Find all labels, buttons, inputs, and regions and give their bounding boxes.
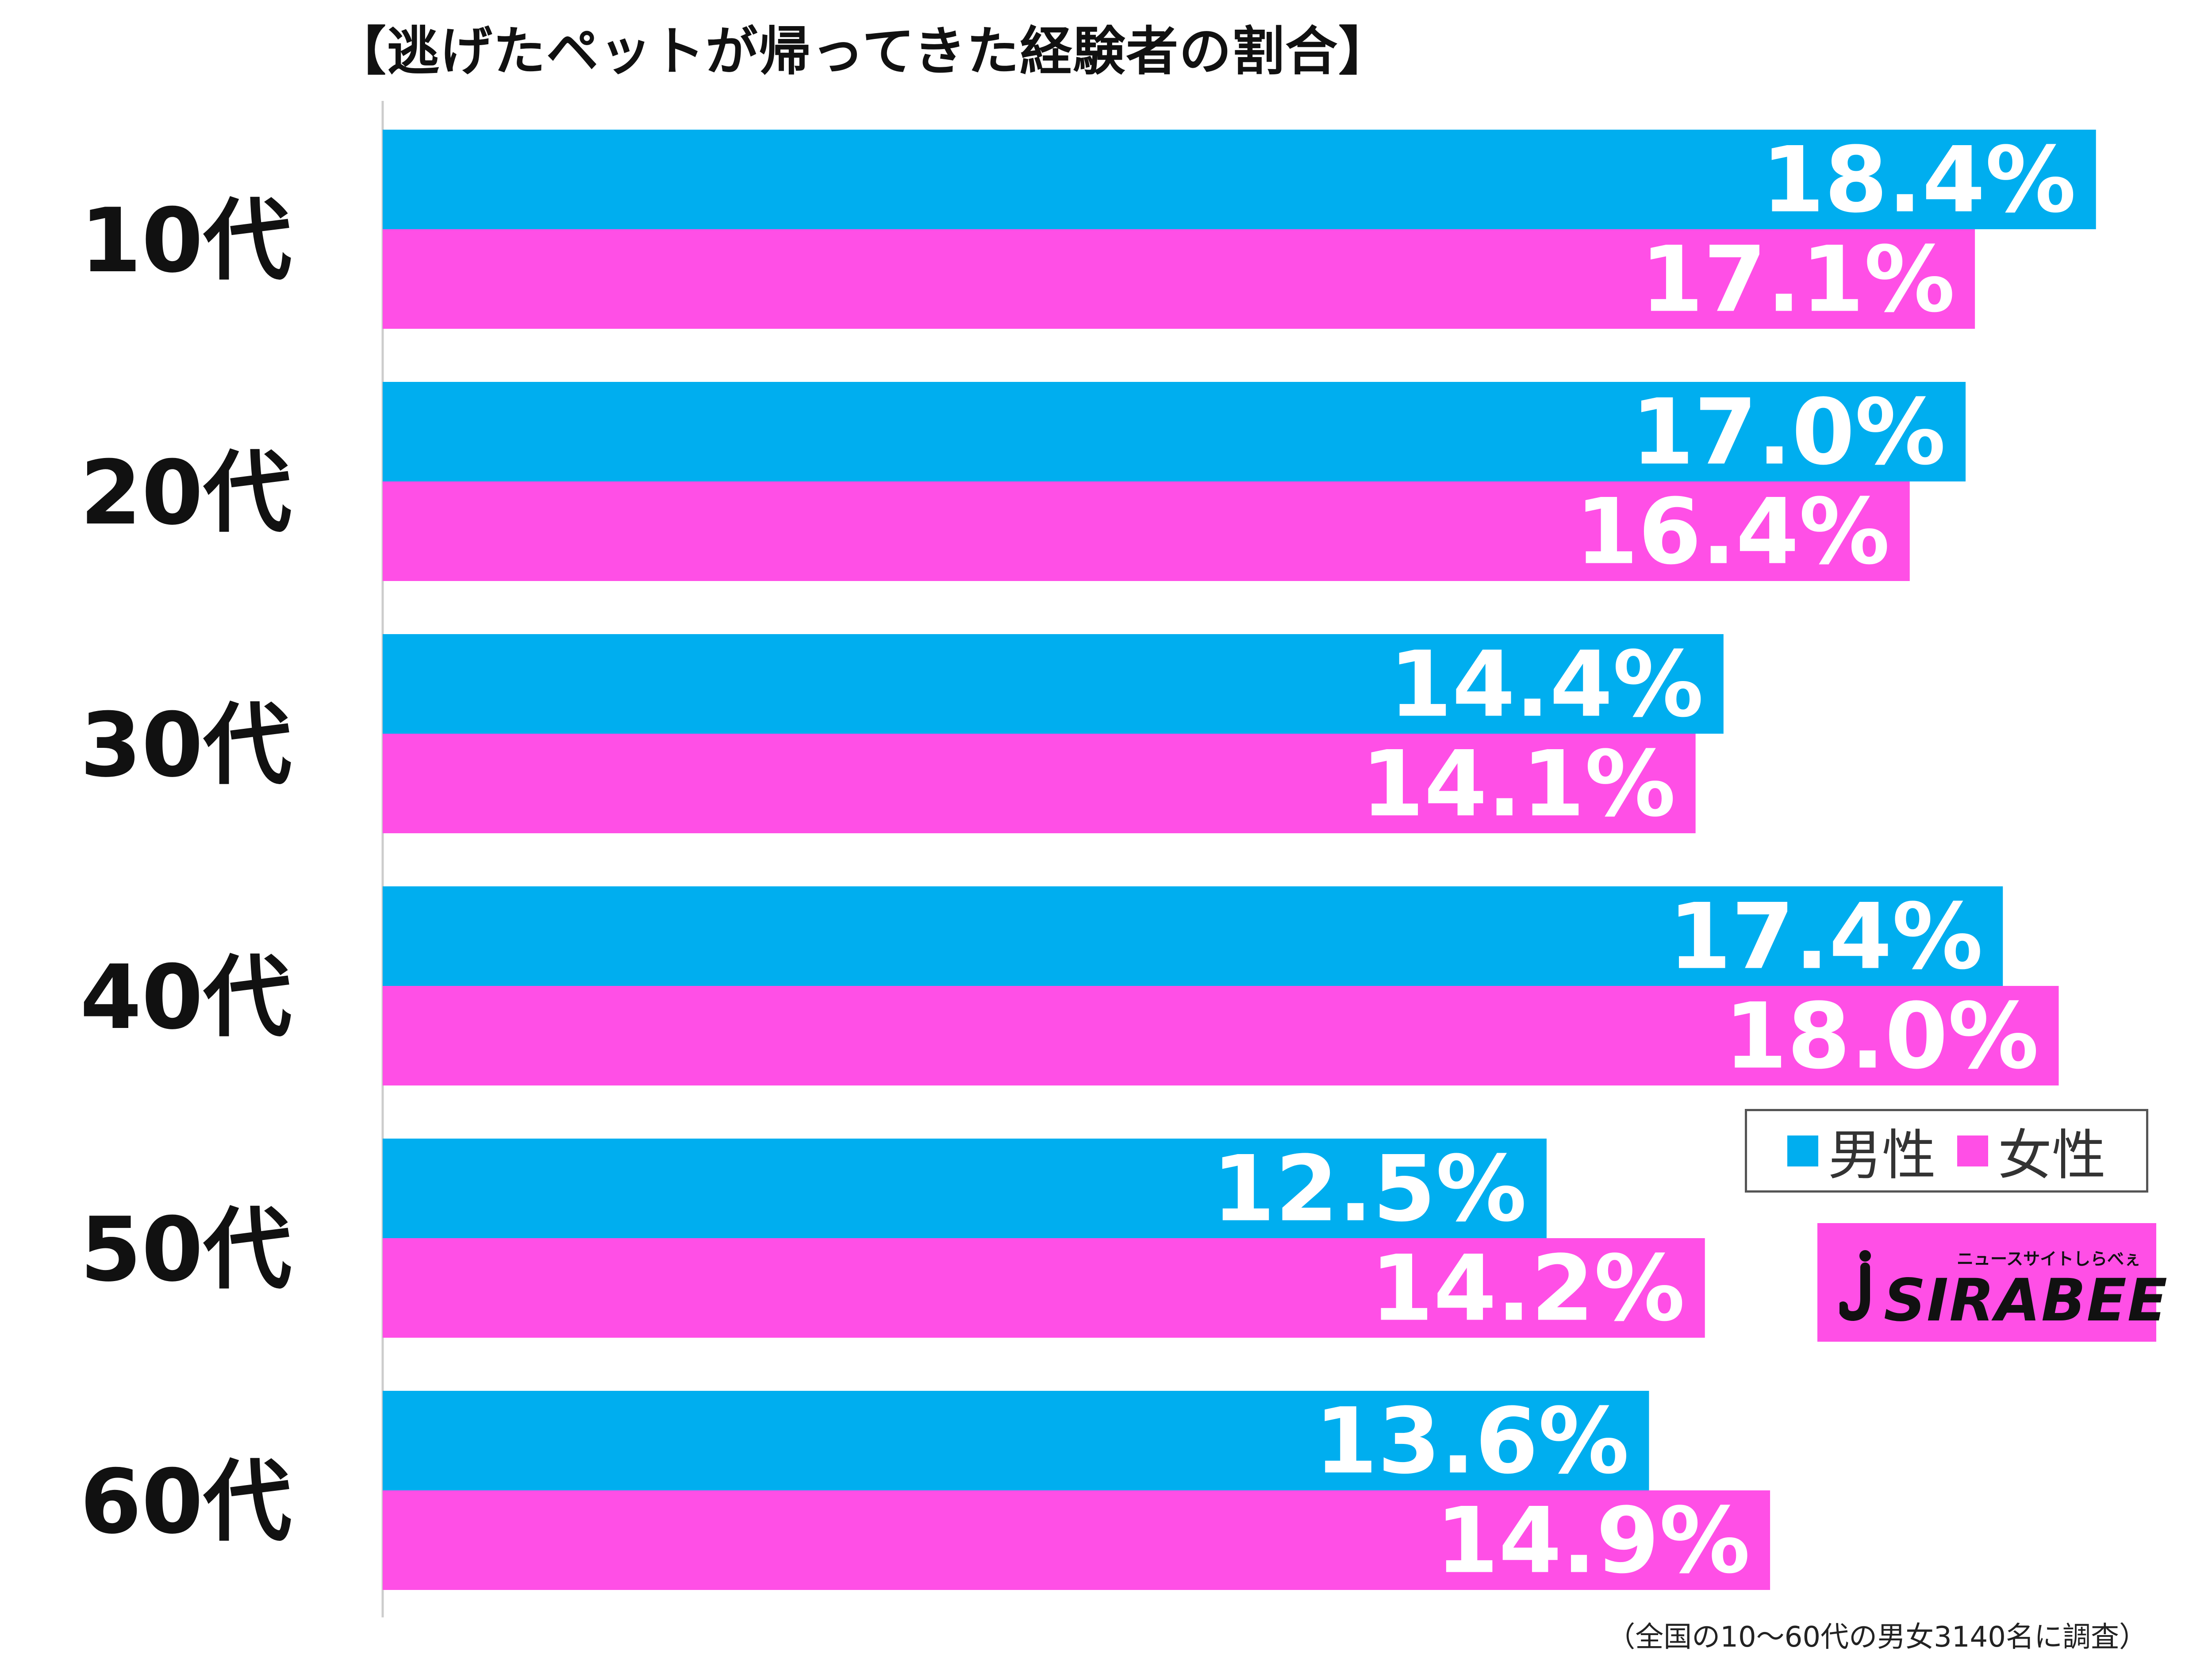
data-label: 14.1%	[1361, 732, 1675, 837]
bar-male	[383, 634, 1724, 734]
data-label: 13.6%	[1314, 1389, 1629, 1494]
logo-mark-icon	[1839, 1250, 1871, 1321]
bar-male	[383, 1391, 1649, 1490]
category-label: 60代	[80, 1451, 292, 1554]
category-label: 10代	[80, 189, 292, 293]
bar-female	[383, 229, 1975, 329]
data-label: 14.4%	[1389, 632, 1704, 738]
legend-label-female: 女性	[1998, 1124, 2106, 1187]
legend-swatch-female	[1957, 1135, 1988, 1166]
bar-female	[383, 986, 2059, 1085]
legend-item-male: 男性	[1787, 1112, 1936, 1190]
data-label: 17.1%	[1640, 227, 1955, 333]
category-label: 40代	[80, 946, 292, 1049]
data-label: 12.5%	[1212, 1137, 1527, 1242]
legend-label-male: 男性	[1828, 1124, 1936, 1187]
footnote: （全国の10〜60代の男女3140名に調査）	[1607, 1621, 2147, 1654]
data-label: 17.4%	[1668, 885, 1983, 990]
bar-female	[383, 734, 1696, 833]
data-label: 16.4%	[1575, 480, 1890, 585]
legend: 男性 女性	[1745, 1109, 2148, 1193]
legend-item-female: 女性	[1957, 1112, 2106, 1190]
chart-title: 【逃げたペットが帰ってきた経験者の割合】	[334, 21, 1392, 82]
bar-female	[383, 1238, 1705, 1338]
legend-swatch-male	[1787, 1135, 1818, 1166]
category-label: 50代	[80, 1198, 292, 1301]
data-label: 18.4%	[1762, 128, 2076, 233]
bar-male	[383, 382, 1966, 481]
logo-subtext: ニュースサイトしらべぇ	[1957, 1249, 2141, 1269]
data-label: 18.0%	[1724, 984, 2039, 1089]
bar-male	[383, 130, 2096, 229]
sirabee-logo: ニュースサイトしらべぇ SIRABEE	[1817, 1223, 2167, 1342]
data-label: 17.0%	[1631, 380, 1946, 485]
data-label: 14.2%	[1371, 1236, 1685, 1342]
logo-text: SIRABEE	[1884, 1266, 2168, 1335]
data-label: 14.9%	[1436, 1489, 1750, 1594]
category-label: 20代	[80, 442, 292, 545]
bar-female	[383, 1490, 1770, 1590]
bar-male	[383, 1139, 1547, 1238]
bar-female	[383, 481, 1910, 581]
category-label: 30代	[80, 694, 292, 797]
bar-male	[383, 886, 2003, 986]
